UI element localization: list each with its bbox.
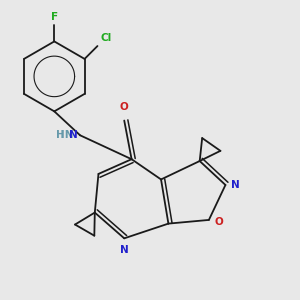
Text: O: O xyxy=(214,217,223,227)
Text: N: N xyxy=(70,130,78,140)
Text: Cl: Cl xyxy=(100,33,112,43)
Text: N: N xyxy=(231,180,240,190)
Text: F: F xyxy=(51,12,58,22)
Text: N: N xyxy=(120,245,129,255)
Text: HN: HN xyxy=(56,130,74,140)
Text: H: H xyxy=(56,130,64,140)
Text: O: O xyxy=(120,103,129,112)
